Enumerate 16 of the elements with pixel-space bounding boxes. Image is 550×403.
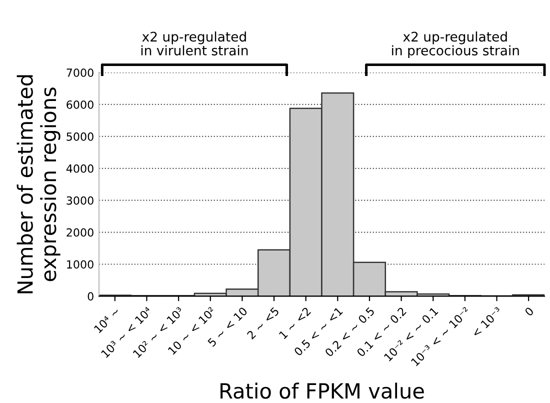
- y-tick-label: 3000: [66, 196, 94, 205]
- y-axis-title: Number of estimated expression regions: [16, 75, 60, 294]
- y-tick-label: 4000: [66, 164, 94, 173]
- x-tick-label: 1 ~ <2: [278, 306, 312, 340]
- y-tick-label: 1000: [67, 260, 94, 269]
- x-tick-label: 0: [524, 306, 534, 316]
- text: x2 up-regulated in precocious strain: [392, 31, 519, 58]
- x-tick-label: 2 ~ <5: [246, 306, 280, 340]
- y-tick-label: 6000: [66, 100, 94, 109]
- x-axis-title: Ratio of FPKM value: [220, 382, 424, 399]
- y-tick-label: 7000: [66, 68, 94, 77]
- x-tick-label: 10⁴ ~: [94, 306, 120, 334]
- y-tick-label: 2000: [66, 228, 94, 237]
- text: x2 up-regulated in virulent strain: [141, 31, 248, 56]
- y-tick-label: 0: [88, 292, 94, 301]
- y-tick-label: 5000: [66, 132, 94, 141]
